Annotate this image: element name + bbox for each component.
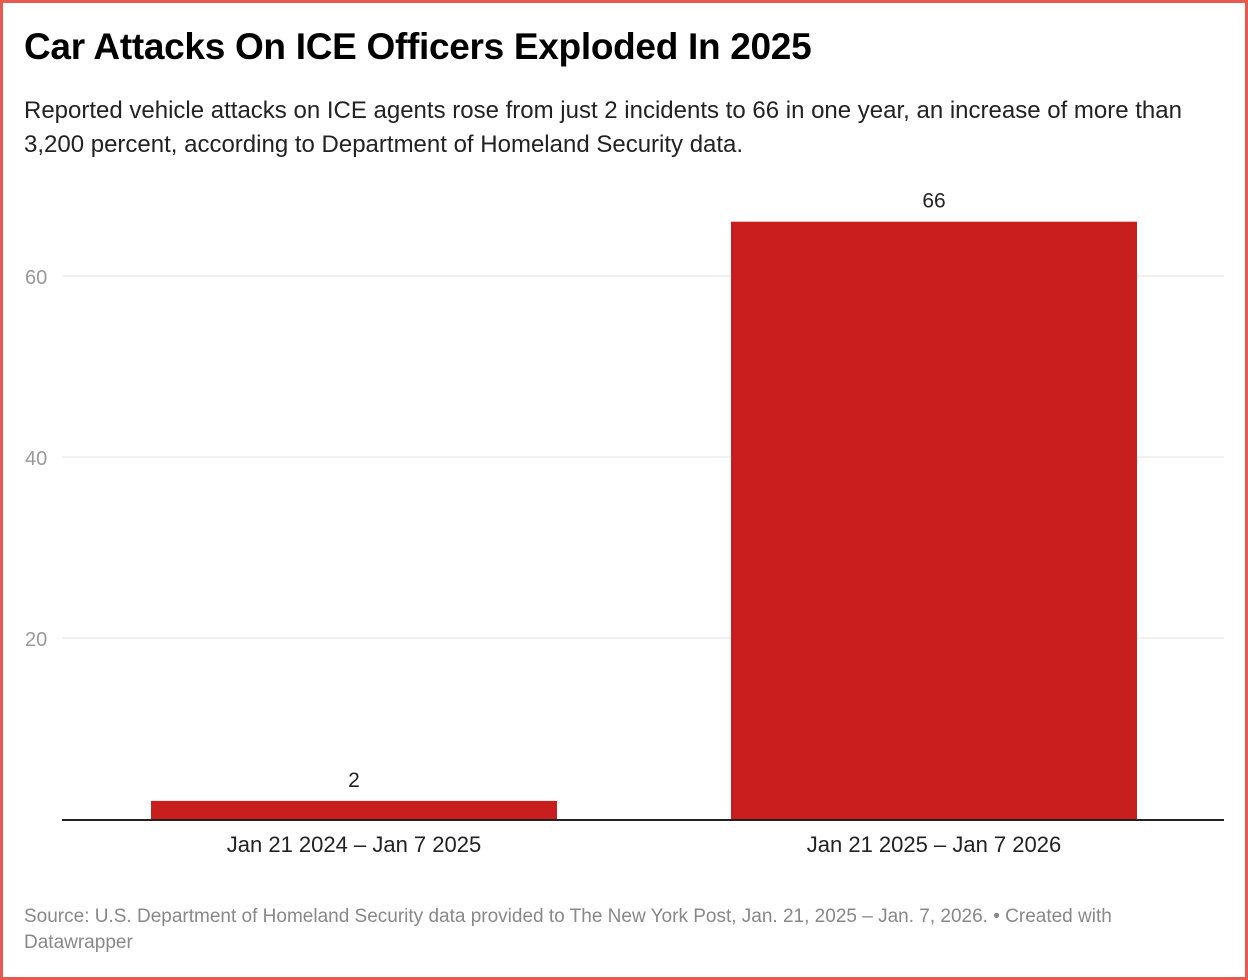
bar — [151, 800, 557, 819]
y-tick-label: 20 — [25, 629, 47, 651]
source-note: Source: U.S. Department of Homeland Secu… — [24, 906, 1112, 953]
y-tick-label: 60 — [25, 267, 47, 289]
x-tick-label: Jan 21 2025 – Jan 7 2026 — [807, 832, 1061, 857]
x-tick-label: Jan 21 2024 – Jan 7 2025 — [227, 832, 481, 857]
chart-title: Car Attacks On ICE Officers Exploded In … — [24, 26, 812, 67]
data-label: 66 — [922, 190, 945, 213]
bar — [731, 221, 1137, 819]
y-tick-label: 40 — [25, 448, 47, 470]
data-label: 2 — [348, 769, 360, 792]
chart-subtitle: Reported vehicle attacks on ICE agents r… — [24, 97, 1182, 158]
